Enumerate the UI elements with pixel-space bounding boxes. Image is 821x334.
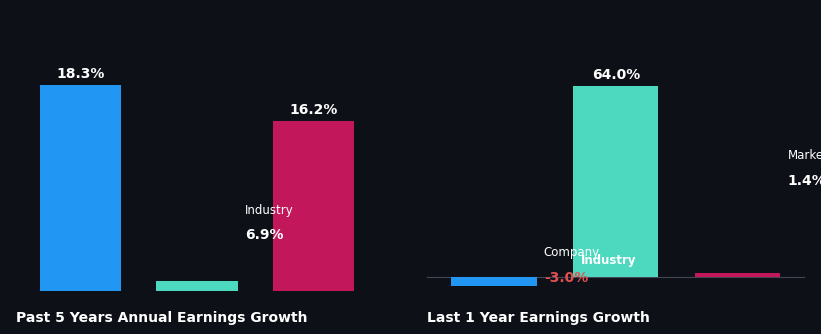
Text: 64.0%: 64.0%: [592, 68, 640, 82]
Bar: [695, 273, 780, 277]
Text: Last 1 Year Earnings Growth: Last 1 Year Earnings Growth: [427, 311, 649, 325]
Bar: [156, 281, 238, 334]
Text: 16.2%: 16.2%: [289, 103, 337, 117]
Text: 18.3%: 18.3%: [57, 67, 105, 81]
Text: 1.4%: 1.4%: [787, 174, 821, 188]
Bar: [39, 85, 122, 334]
Text: Market: Market: [787, 149, 821, 162]
Text: 6.9%: 6.9%: [245, 228, 283, 242]
Bar: [452, 277, 537, 286]
Text: Industry: Industry: [580, 254, 636, 267]
Bar: [273, 121, 355, 334]
Bar: [573, 86, 658, 277]
Text: Past 5 Years Annual Earnings Growth: Past 5 Years Annual Earnings Growth: [16, 311, 308, 325]
Text: Industry: Industry: [245, 204, 294, 217]
Text: -3.0%: -3.0%: [544, 272, 588, 285]
Text: Company: Company: [544, 246, 600, 260]
